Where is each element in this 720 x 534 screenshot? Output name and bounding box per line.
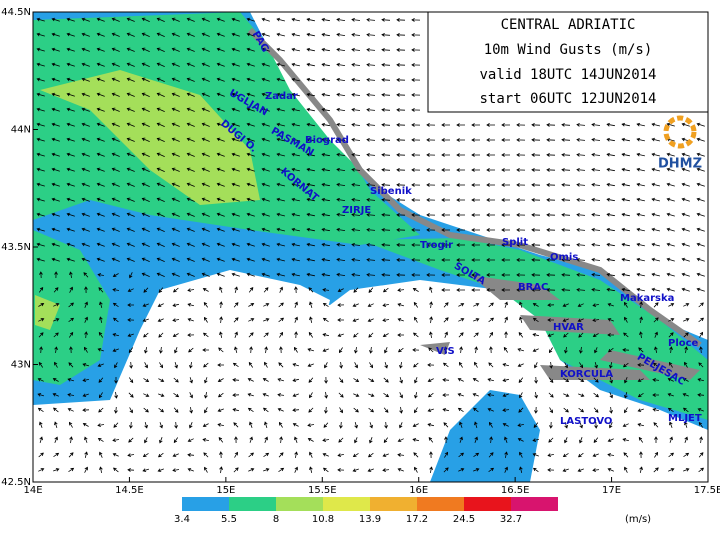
header-line: 10m Wind Gusts (m/s) <box>484 42 653 58</box>
gust-zone <box>430 390 540 482</box>
header-line: valid 18UTC 14JUN2014 <box>479 67 656 83</box>
colorbar-swatch <box>323 497 370 511</box>
wind-arrows <box>36 17 705 474</box>
place-label: Makarska <box>620 293 674 304</box>
header-line: start 06UTC 12JUN2014 <box>479 91 656 107</box>
place-label: Biograd <box>305 135 349 146</box>
x-tick-label: 15E <box>216 485 235 496</box>
place-label: Trogir <box>420 240 453 251</box>
header-box <box>427 11 709 113</box>
colorbar-swatch <box>182 497 229 511</box>
x-tick-label: 15.5E <box>308 485 337 496</box>
y-tick-label: 43N <box>11 360 31 371</box>
x-tick-label: 14E <box>23 485 42 496</box>
colorbar-label: 13.9 <box>359 514 381 525</box>
header-line: CENTRAL ADRIATIC <box>501 17 636 33</box>
island <box>420 275 700 380</box>
logo-mark <box>663 115 697 149</box>
place-label: Omis <box>550 252 578 263</box>
colorbar-swatch <box>370 497 417 511</box>
place-label: MLJET <box>668 413 702 424</box>
colorbar-swatch <box>464 497 511 511</box>
place-label: VIS <box>436 346 455 357</box>
place-label: BRAC <box>518 282 548 293</box>
colorbar-unit: (m/s) <box>625 514 651 525</box>
y-tick-label: 44N <box>11 125 31 136</box>
logo: DHMZ <box>658 115 702 172</box>
gust-zone <box>40 70 260 205</box>
y-tick-label: 43.5N <box>1 242 31 253</box>
colorbar-swatch <box>417 497 464 511</box>
colorbar-swatch <box>229 497 276 511</box>
colorbar-swatch <box>276 497 323 511</box>
colorbar-label: 5.5 <box>221 514 237 525</box>
colorbar-label: 17.2 <box>406 514 428 525</box>
place-label: ZIRJE <box>342 205 371 216</box>
logo-text: DHMZ <box>658 157 702 172</box>
x-tick-label: 16E <box>409 485 428 496</box>
x-tick-label: 16.5E <box>501 485 530 496</box>
place-label: Sibenik <box>370 186 412 197</box>
place-label: LASTOVO <box>560 416 612 427</box>
colorbar-label: 24.5 <box>453 514 475 525</box>
colorbar-label: 10.8 <box>312 514 334 525</box>
x-tick-label: 14.5E <box>115 485 144 496</box>
colorbar-label: 32.7 <box>500 514 522 525</box>
x-tick-label: 17E <box>602 485 621 496</box>
y-tick-label: 42.5N <box>1 477 31 488</box>
x-tick-label: 17.5E <box>694 485 720 496</box>
place-label: Split <box>502 237 528 248</box>
place-label: HVAR <box>553 322 584 333</box>
gust-zone <box>33 230 110 385</box>
colorbar-label: 3.4 <box>174 514 190 525</box>
place-label: KORCULA <box>560 369 613 380</box>
y-tick-label: 44.5N <box>1 7 31 18</box>
place-label: Ploce <box>668 338 699 349</box>
place-label: Zadar <box>265 91 298 102</box>
colorbar-label: 8 <box>273 514 279 525</box>
colorbar-swatch <box>511 497 558 511</box>
